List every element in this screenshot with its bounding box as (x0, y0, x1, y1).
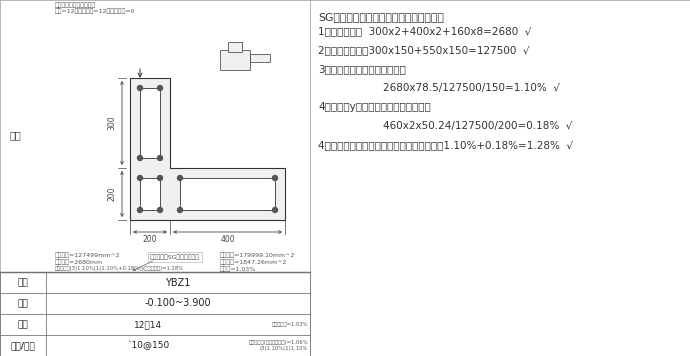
Bar (220, 50, 250, 70)
Text: 纵筋率=1.03%: 纵筋率=1.03% (220, 266, 256, 272)
Circle shape (137, 176, 143, 180)
Text: 标高: 标高 (18, 299, 28, 308)
Circle shape (157, 176, 163, 180)
Circle shape (157, 85, 163, 90)
Text: 箍筋/拉筋: 箍筋/拉筋 (10, 341, 35, 350)
Bar (180, 178, 275, 210)
Text: 多列配筋率(纵一面积计算)=1.06%
(3)1.10%(1)1.10%: 多列配筋率(纵一面积计算)=1.06% (3)1.10%(1)1.10% (248, 340, 308, 351)
Text: 400: 400 (220, 235, 235, 244)
Text: 总箍=12；其小总数=12；型心总数=0: 总箍=12；其小总数=12；型心总数=0 (55, 8, 135, 14)
Text: SG插件配合墙工具计算结果的验算过程：: SG插件配合墙工具计算结果的验算过程： (318, 12, 444, 22)
Text: 1、箍筋总长：  300x2+400x2+160x8=2680  √: 1、箍筋总长： 300x2+400x2+160x8=2680 √ (318, 26, 531, 36)
Bar (250, 54, 270, 62)
Text: 编号: 编号 (18, 278, 28, 287)
Text: 4、只考虑y向墙水平筋的体积配箍率：: 4、只考虑y向墙水平筋的体积配箍率： (318, 102, 431, 112)
Text: 插柱工具和SG插件计算结果: 插柱工具和SG插件计算结果 (150, 254, 200, 260)
Bar (140, 178, 160, 210)
Text: 200: 200 (108, 187, 117, 201)
Bar (228, 42, 242, 52)
Circle shape (157, 208, 163, 213)
Text: 箍筋总长=2680mm: 箍筋总长=2680mm (55, 259, 103, 265)
Text: 总箍筋个数字筋箍筋相同: 总箍筋个数字筋箍筋相同 (55, 2, 96, 7)
Text: 2、核心区面积：300x150+550x150=127500  √: 2、核心区面积：300x150+550x150=127500 √ (318, 45, 529, 55)
Text: 截面: 截面 (10, 130, 22, 140)
Text: 4、同时考虑箍筋与墙水平筋的体积配箍率：1.10%+0.18%=1.28%  √: 4、同时考虑箍筋与墙水平筋的体积配箍率：1.10%+0.18%=1.28% √ (318, 140, 573, 150)
Text: 300: 300 (108, 116, 117, 130)
Polygon shape (130, 78, 285, 220)
Text: 200: 200 (143, 235, 157, 244)
Text: YBZ1: YBZ1 (166, 277, 190, 288)
Circle shape (273, 176, 277, 180)
Text: 总心面积=179999.10mm^2: 总心面积=179999.10mm^2 (220, 252, 295, 258)
Circle shape (177, 208, 182, 213)
Circle shape (137, 208, 143, 213)
Text: 纵筋: 纵筋 (18, 320, 28, 329)
Circle shape (177, 176, 182, 180)
Text: -0.100~3.900: -0.100~3.900 (145, 298, 211, 309)
Text: 2680x78.5/127500/150=1.10%  √: 2680x78.5/127500/150=1.10% √ (318, 83, 560, 93)
Text: 3、只考虑箍筋的体积配箍率：: 3、只考虑箍筋的体积配箍率： (318, 64, 406, 74)
Text: 多列配筋率=1.03%: 多列配筋率=1.03% (271, 322, 308, 327)
Text: 460x2x50.24/127500/200=0.18%  √: 460x2x50.24/127500/200=0.18% √ (318, 121, 573, 131)
Circle shape (137, 156, 143, 161)
Text: 1214: 1214 (134, 320, 162, 329)
Circle shape (157, 156, 163, 161)
Text: 纵筋面积=1847.26mm^2: 纵筋面积=1847.26mm^2 (220, 259, 287, 265)
Text: `10@150: `10@150 (127, 341, 169, 350)
Circle shape (137, 85, 143, 90)
Circle shape (273, 208, 277, 213)
Text: 核心面积=127499mm^2: 核心面积=127499mm^2 (55, 252, 121, 258)
Text: 体积配箍率(3)1.10%(1)1.10%+0.18%(y向墙水平筋)=1.28%: 体积配箍率(3)1.10%(1)1.10%+0.18%(y向墙水平筋)=1.28… (55, 266, 184, 271)
Bar (140, 88, 160, 158)
